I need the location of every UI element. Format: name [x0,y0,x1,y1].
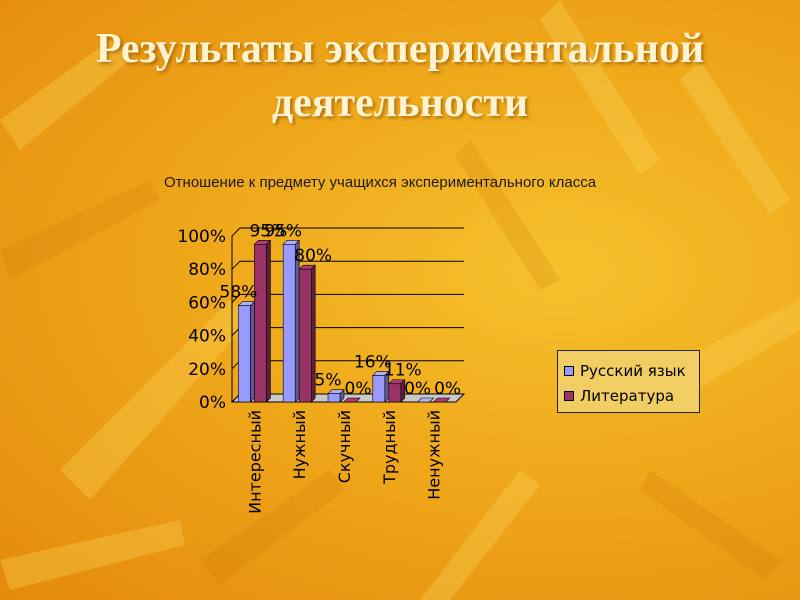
y-tick-label: 0% [199,393,226,413]
bar-1-5 [416,397,435,403]
bar-2-2 [298,264,316,403]
slide-title-line-2: деятельности [271,80,529,126]
legend-swatch-series-1 [564,366,574,376]
bar-2-1 [253,239,272,403]
bar-1-2 [282,239,300,403]
bar-2-5 [432,397,451,403]
slide-title-line-1: Результаты экспериментальной [95,26,705,72]
bar-side [250,300,255,403]
bar-front [372,375,386,403]
data-label-1-2: 95% [264,221,302,241]
x-category-label: Ненужный [425,410,444,500]
gridline-depth [231,227,241,237]
bar-front [298,268,312,403]
bar-side [266,239,271,403]
x-category-label: Интересный [245,410,264,514]
x-category-label: Скучный [335,410,354,483]
chart-legend: Русский язык Литература [557,350,700,413]
legend-label-series-2: Литература [580,387,675,405]
data-label-2-5: 0% [434,379,461,399]
legend-item-series-1: Русский язык [564,361,686,381]
bar-1-3 [327,388,345,403]
bar-1-1 [237,300,256,403]
data-label-1-3: 5% [315,371,342,391]
bar-front [327,393,341,403]
bar-1-4 [372,370,390,403]
y-tick-label: 20% [188,360,226,380]
bar-front [282,244,296,403]
data-label-2-1: 95% [250,221,288,241]
chart-bars [237,239,451,403]
data-label-2-3: 0% [345,379,372,399]
chart-title: Отношение к предмету учащихся эксперимен… [164,174,597,191]
gridline-depth [231,294,241,303]
bar-top [343,397,361,403]
legend-swatch-series-2 [564,391,574,401]
y-tick-label: 60% [188,293,226,313]
legend-item-series-2: Литература [564,386,674,406]
data-label-2-4: 11% [384,361,422,381]
bar-2-3 [343,397,361,403]
y-tick-label: 80% [188,260,226,280]
bar-top [432,397,451,403]
chart-labels: 0% 20% 40% 60% 80% 100% 58% 95% Интересный 95% 80%… [177,221,461,514]
data-label-2-2: 80% [294,246,332,266]
bar-front [238,305,251,403]
x-category-label: Нужный [290,410,309,479]
bar-front [388,383,402,403]
bar-front [254,244,267,403]
slide-title: Результаты экспериментальной деятельност… [0,22,800,130]
legend-label-series-1: Русский язык [580,362,686,380]
bar-top [416,397,435,403]
data-label-1-1: 58% [220,283,258,303]
x-category-label: Трудный [380,410,399,485]
y-tick-label: 40% [188,327,226,347]
data-label-1-4: 16% [354,352,392,372]
data-label-1-5: 0% [404,379,431,399]
gridline-depth [231,260,241,270]
y-tick-label: 100% [177,227,226,247]
bar-2-4 [388,379,406,403]
